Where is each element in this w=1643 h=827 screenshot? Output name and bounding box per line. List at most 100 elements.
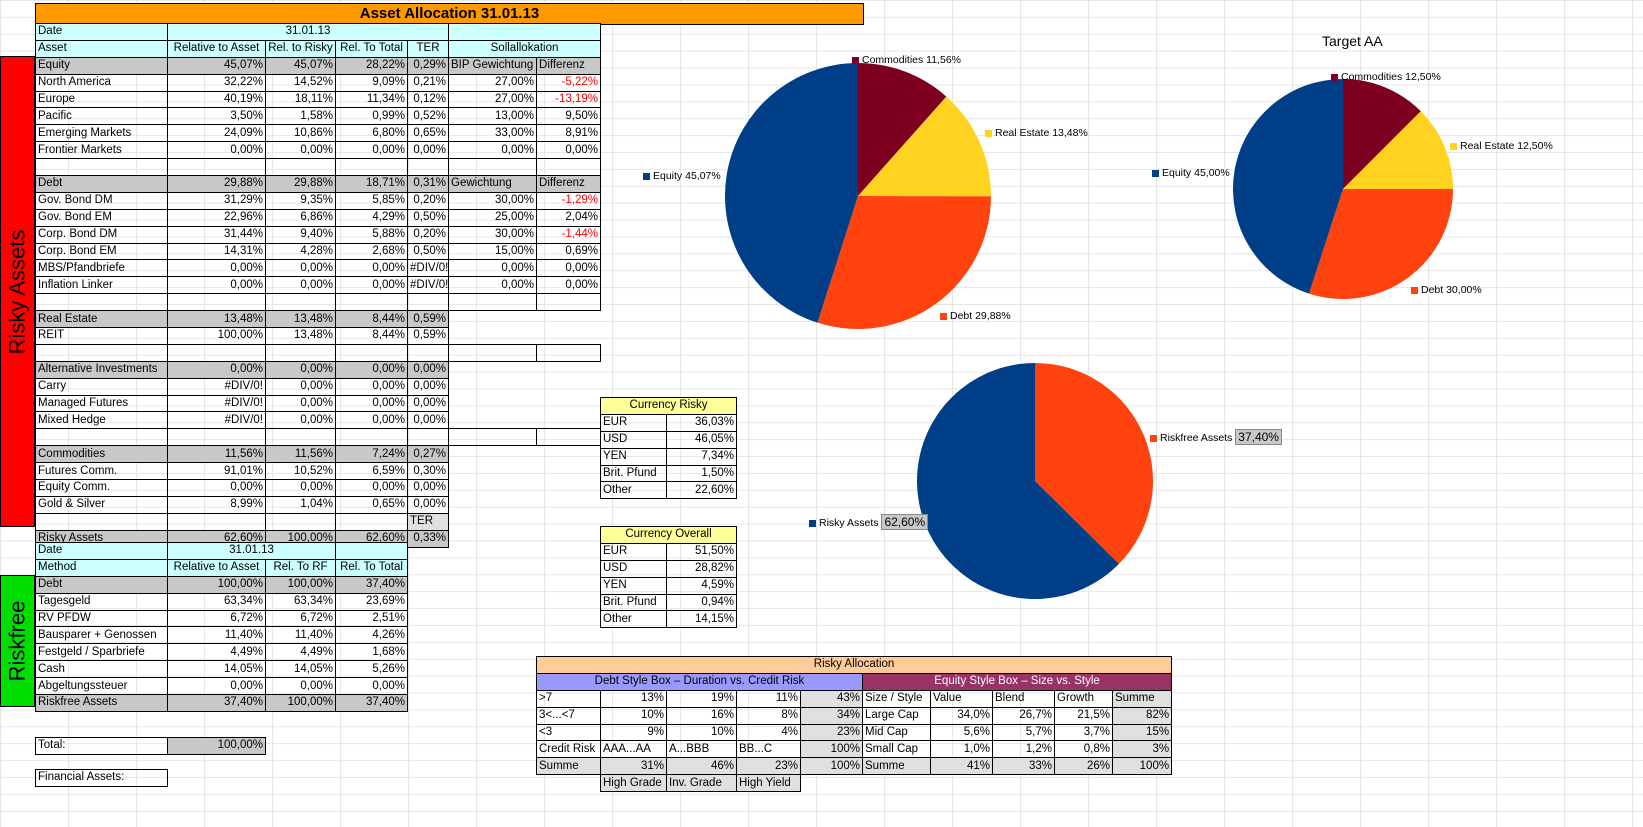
table-cell[interactable] <box>448 158 538 177</box>
header-relative-to-asset[interactable]: Relative to Asset <box>167 39 266 58</box>
table-cell[interactable]: 0,00% <box>406 360 450 379</box>
table-cell[interactable]: 37,40% <box>335 694 409 712</box>
table-cell[interactable]: 23,69% <box>335 592 409 611</box>
rf-date-label[interactable]: Date <box>35 542 168 560</box>
table-cell[interactable]: 0,00% <box>167 259 266 278</box>
pie-slice-equity[interactable] <box>1233 79 1343 294</box>
table-cell[interactable]: Gewichtung <box>448 175 538 193</box>
table-cell[interactable]: 0,59% <box>406 327 450 345</box>
table-cell[interactable] <box>537 463 601 480</box>
header-rel-to-risky[interactable]: Rel. to Risky <box>265 39 336 58</box>
table-cell[interactable]: 16% <box>666 706 737 725</box>
currency-name[interactable]: Other <box>600 481 667 500</box>
table-cell[interactable]: 1,2% <box>992 740 1055 759</box>
table-cell[interactable]: 0,00% <box>265 411 336 430</box>
table-cell[interactable]: 37,40% <box>167 694 266 712</box>
rating-label[interactable]: Inv. Grade <box>666 774 737 793</box>
table-cell[interactable]: 0,00% <box>167 677 266 696</box>
table-cell[interactable]: 31% <box>600 757 667 776</box>
table-cell[interactable]: 3% <box>1111 740 1173 759</box>
table-cell[interactable] <box>265 343 336 362</box>
total-label[interactable]: Total: <box>35 737 168 755</box>
table-cell[interactable]: Carry <box>35 377 168 396</box>
table-cell[interactable]: 11,34% <box>335 90 408 109</box>
table-cell[interactable]: 7,24% <box>335 445 408 464</box>
currency-name[interactable]: YEN <box>600 576 667 595</box>
table-cell[interactable] <box>35 428 168 447</box>
table-cell[interactable]: Blend <box>992 689 1055 708</box>
table-cell[interactable]: 0,00% <box>167 360 266 379</box>
table-cell[interactable]: Growth <box>1054 689 1113 708</box>
table-cell[interactable] <box>537 480 601 497</box>
table-cell[interactable]: Corp. Bond DM <box>35 225 168 244</box>
pie-slice-debt[interactable] <box>1309 189 1453 299</box>
table-cell[interactable]: 23% <box>736 757 801 776</box>
table-cell[interactable] <box>35 512 168 531</box>
table-cell[interactable]: 0,52% <box>406 107 450 126</box>
currency-value[interactable]: 4,59% <box>666 576 737 595</box>
table-cell[interactable]: 21,5% <box>1054 706 1113 725</box>
header-sollallokation[interactable]: Sollallokation <box>448 39 602 58</box>
table-cell[interactable]: 100,00% <box>264 694 337 712</box>
table-cell[interactable]: 14,52% <box>265 73 336 92</box>
header-ter[interactable]: TER <box>406 39 450 58</box>
table-cell[interactable]: 0,00% <box>335 141 408 160</box>
equity-style-box-title[interactable]: Equity Style Box – Size vs. Style <box>861 672 1173 691</box>
table-cell[interactable] <box>167 343 266 362</box>
actual-allocation-pie[interactable] <box>725 63 991 329</box>
table-cell[interactable]: 32,22% <box>167 73 266 92</box>
table-cell[interactable] <box>537 328 601 345</box>
table-cell[interactable] <box>449 496 537 513</box>
table-cell[interactable]: 33,00% <box>448 124 538 143</box>
table-cell[interactable]: 9,09% <box>335 73 408 92</box>
table-cell[interactable]: Mid Cap <box>862 723 931 742</box>
table-cell[interactable]: Debt <box>35 575 168 594</box>
table-cell[interactable]: Mixed Hedge <box>35 411 168 430</box>
table-cell[interactable]: MBS/Pfandbriefe <box>35 259 168 278</box>
table-cell[interactable]: 26,7% <box>992 706 1055 725</box>
table-cell[interactable]: 9,40% <box>265 225 336 244</box>
table-cell[interactable]: 33% <box>992 757 1055 776</box>
rf-header-rel-to-total[interactable]: Rel. To Total <box>335 558 409 577</box>
table-cell[interactable]: 11,40% <box>264 626 337 645</box>
table-cell[interactable]: 11,56% <box>265 445 336 464</box>
table-cell[interactable]: 11,40% <box>167 626 266 645</box>
risky-allocation-title[interactable]: Risky Allocation <box>535 656 1173 674</box>
table-cell[interactable]: 19% <box>666 689 737 708</box>
financial-assets-label[interactable]: Financial Assets: <box>35 769 168 787</box>
table-cell[interactable]: 0,00% <box>335 677 409 696</box>
table-cell[interactable]: Festgeld / Sparbriefe <box>35 643 168 662</box>
table-cell[interactable]: 0,00% <box>406 411 450 430</box>
table-cell[interactable]: 0,00% <box>335 259 408 278</box>
table-cell[interactable]: 0,29% <box>406 56 450 75</box>
currency-value[interactable]: 28,82% <box>666 559 737 578</box>
table-cell[interactable]: AAA...AA <box>600 740 667 759</box>
table-cell[interactable]: 0,59% <box>406 310 450 329</box>
table-cell[interactable]: 0,00% <box>265 259 336 278</box>
table-cell[interactable]: 11% <box>736 689 801 708</box>
table-cell[interactable]: RV PFDW <box>35 609 168 628</box>
table-cell[interactable]: 5,85% <box>335 191 408 210</box>
table-cell[interactable]: Debt <box>35 175 168 193</box>
table-cell[interactable]: 5,88% <box>335 225 408 244</box>
table-cell[interactable]: 13,00% <box>448 107 538 126</box>
table-cell[interactable]: 9,35% <box>265 191 336 210</box>
table-cell[interactable]: #DIV/0! <box>167 411 266 430</box>
table-cell[interactable]: 0,99% <box>335 107 408 126</box>
table-cell[interactable]: 6,72% <box>167 609 266 628</box>
table-cell[interactable]: 0,00% <box>406 495 450 514</box>
table-cell[interactable]: Managed Futures <box>35 394 168 413</box>
table-cell[interactable]: 43% <box>800 689 863 708</box>
table-cell[interactable]: 11,56% <box>167 445 266 464</box>
rating-label[interactable]: High Grade <box>600 774 667 793</box>
debt-style-box-title[interactable]: Debt Style Box – Duration vs. Credit Ris… <box>536 672 863 691</box>
table-cell[interactable] <box>449 513 537 530</box>
table-cell[interactable]: Summe <box>862 757 931 776</box>
table-cell[interactable]: 1,0% <box>930 740 993 759</box>
table-cell[interactable]: 28,22% <box>335 56 408 75</box>
table-cell[interactable]: #DIV/0! <box>406 276 450 295</box>
table-cell[interactable] <box>536 293 602 312</box>
table-cell[interactable]: 46% <box>666 757 737 776</box>
table-cell[interactable]: 13,48% <box>167 310 266 329</box>
table-cell[interactable]: 0,20% <box>406 191 450 210</box>
